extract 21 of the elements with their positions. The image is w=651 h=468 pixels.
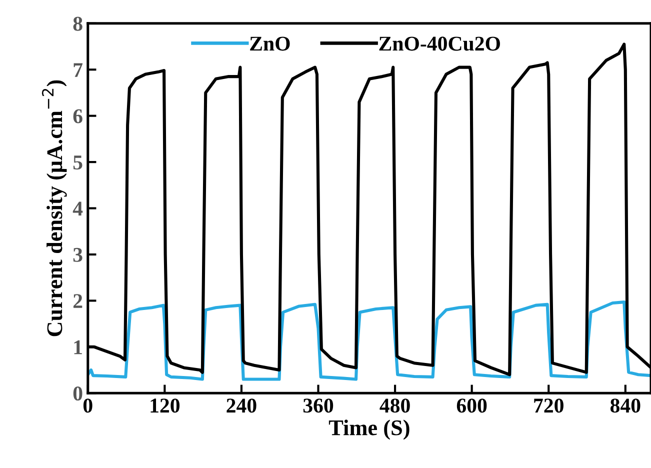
y-tick-label: 4	[72, 202, 83, 216]
x-tick-label: 480	[380, 398, 410, 413]
x-tick-label: 360	[303, 398, 334, 413]
x-tick-label: 0	[83, 398, 92, 413]
x-axis-title: Time (S)	[328, 420, 410, 440]
y-tick-label: 7	[74, 63, 83, 77]
y-tick-label: 6	[73, 109, 82, 124]
x-tick-label: 600	[456, 398, 487, 413]
y-tick-label: 0	[73, 386, 82, 401]
legend-label: ZnO-40Cu2O	[379, 36, 500, 51]
y-tick-label: 1	[74, 340, 82, 354]
y-tick-label: 5	[73, 156, 82, 170]
y-tick-label: 8	[73, 16, 82, 31]
x-tick-label: 120	[150, 398, 180, 413]
y-tick-label: 2	[73, 294, 82, 308]
legend-label: ZnO	[250, 36, 290, 51]
y-axis-title: Current density (μA.cm$^{−2}$)	[42, 80, 67, 336]
x-tick-label: 720	[534, 398, 564, 413]
x-tick-label: 240	[226, 398, 256, 413]
y-tick-label: 3	[73, 248, 82, 262]
x-tick-label: 840	[610, 398, 640, 413]
